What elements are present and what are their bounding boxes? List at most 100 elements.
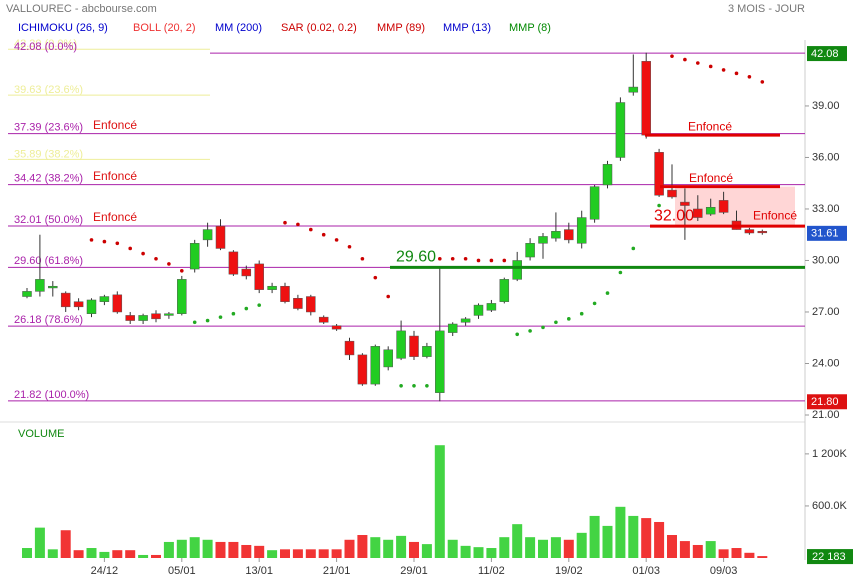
volume-bar [254,545,265,558]
sar-dot [567,317,571,321]
period: 3 MOIS - JOUR [728,3,805,15]
sar-dot [102,239,107,244]
candle-body [344,340,355,356]
signal-note: Enfoncé [753,208,797,222]
candle-body [422,346,432,357]
y-tick-label: 30.00 [812,254,840,266]
sar-dot [283,220,287,225]
volume-bar [292,549,303,558]
sar-dot [244,306,249,311]
volume-bar [112,550,123,558]
sar-dot [309,227,313,232]
volume-bar [202,539,213,558]
legend-item: MMP (89) [377,22,425,34]
sar-dot [218,315,223,319]
volume-bar [344,539,355,558]
legend-item: BOLL (20, 2) [133,22,196,34]
signal-note: Enfoncé [688,119,732,133]
sar-dot [167,262,171,266]
volume-last-box [807,549,853,565]
candle-body [615,102,626,158]
price-tag-box [807,46,847,62]
candle-body [164,313,174,316]
x-tick-label: 01/03 [632,565,660,577]
candle-body [473,304,484,316]
candle-body [99,296,110,302]
candle-body [370,346,381,385]
volume-bar [305,549,316,558]
candle-body [680,201,690,206]
volume-bar [86,548,97,558]
faded-level-label: 35.89 (38.2%) [14,148,83,160]
x-tick-label: 11/02 [478,565,505,577]
y-tick-label: 27.00 [812,306,840,318]
sar-dot [450,256,455,261]
sar-dot [476,258,481,263]
x-tick-label: 19/02 [555,565,583,577]
sar-dot [515,332,519,337]
price-tag-label: 21.80 [811,396,839,408]
volume-bar [460,545,471,558]
volume-bar [550,537,561,558]
candle-body [499,279,510,302]
candle-body [564,229,574,241]
price-tag-box [807,394,847,410]
volume-bar [447,539,458,558]
candle-body [60,292,71,308]
volume-bar [267,550,278,558]
volume-bar [73,550,84,558]
sar-dot [721,68,726,72]
candle-body [73,301,84,308]
y-tick-label: 33.00 [812,203,840,215]
candle-body [757,231,768,234]
candle-body [538,236,548,244]
fib-note: Enfoncé [93,210,137,224]
candle-body [447,323,458,333]
fib-label: 42.08 (0.0%) [14,41,77,53]
sar-dot [502,258,507,263]
sar-dot [399,384,403,388]
sar-dot [412,384,416,388]
volume-bar [125,550,136,558]
y-tick-label: 36.00 [812,151,840,163]
sar-dot [760,80,765,84]
volume-bar [421,544,432,558]
sar-dot [734,71,739,76]
volume-bar [34,527,45,558]
price-tag-label: 31.61 [811,228,839,240]
sar-dot [347,244,352,249]
candle-body [744,229,755,234]
candle-body [693,208,703,218]
volume-bar [318,549,329,558]
candle-body [718,200,729,213]
candle-body [254,263,264,290]
legend-item: MM (200) [215,22,262,34]
candle-body [138,315,148,321]
volume-bar [563,539,574,558]
legend-item: SAR (0.02, 0.2) [281,22,357,34]
candle-body [22,291,32,297]
candle-body [318,316,329,323]
y-tick-label: 21.00 [812,409,840,421]
candle-body [48,285,58,289]
volume-bar [705,541,716,558]
volume-bar [357,535,368,558]
fib-label: 34.42 (38.2%) [14,172,83,184]
volume-bar [151,554,161,558]
x-tick-label: 29/01 [400,565,428,577]
volume-bar [280,549,290,558]
volume-bar [667,535,677,558]
volume-bar [512,524,523,558]
candle-body [409,335,419,357]
candle-body [512,260,522,280]
volume-bar [228,541,239,558]
volume-bar [189,537,200,558]
y-tick-label: 24.00 [812,357,840,369]
volume-label: VOLUME [18,428,64,440]
price-tag-label: 42.08 [811,48,839,60]
volume-bar [731,548,742,558]
candle-body [86,299,97,314]
sar-dot [360,256,365,261]
volume-bar [473,547,484,558]
